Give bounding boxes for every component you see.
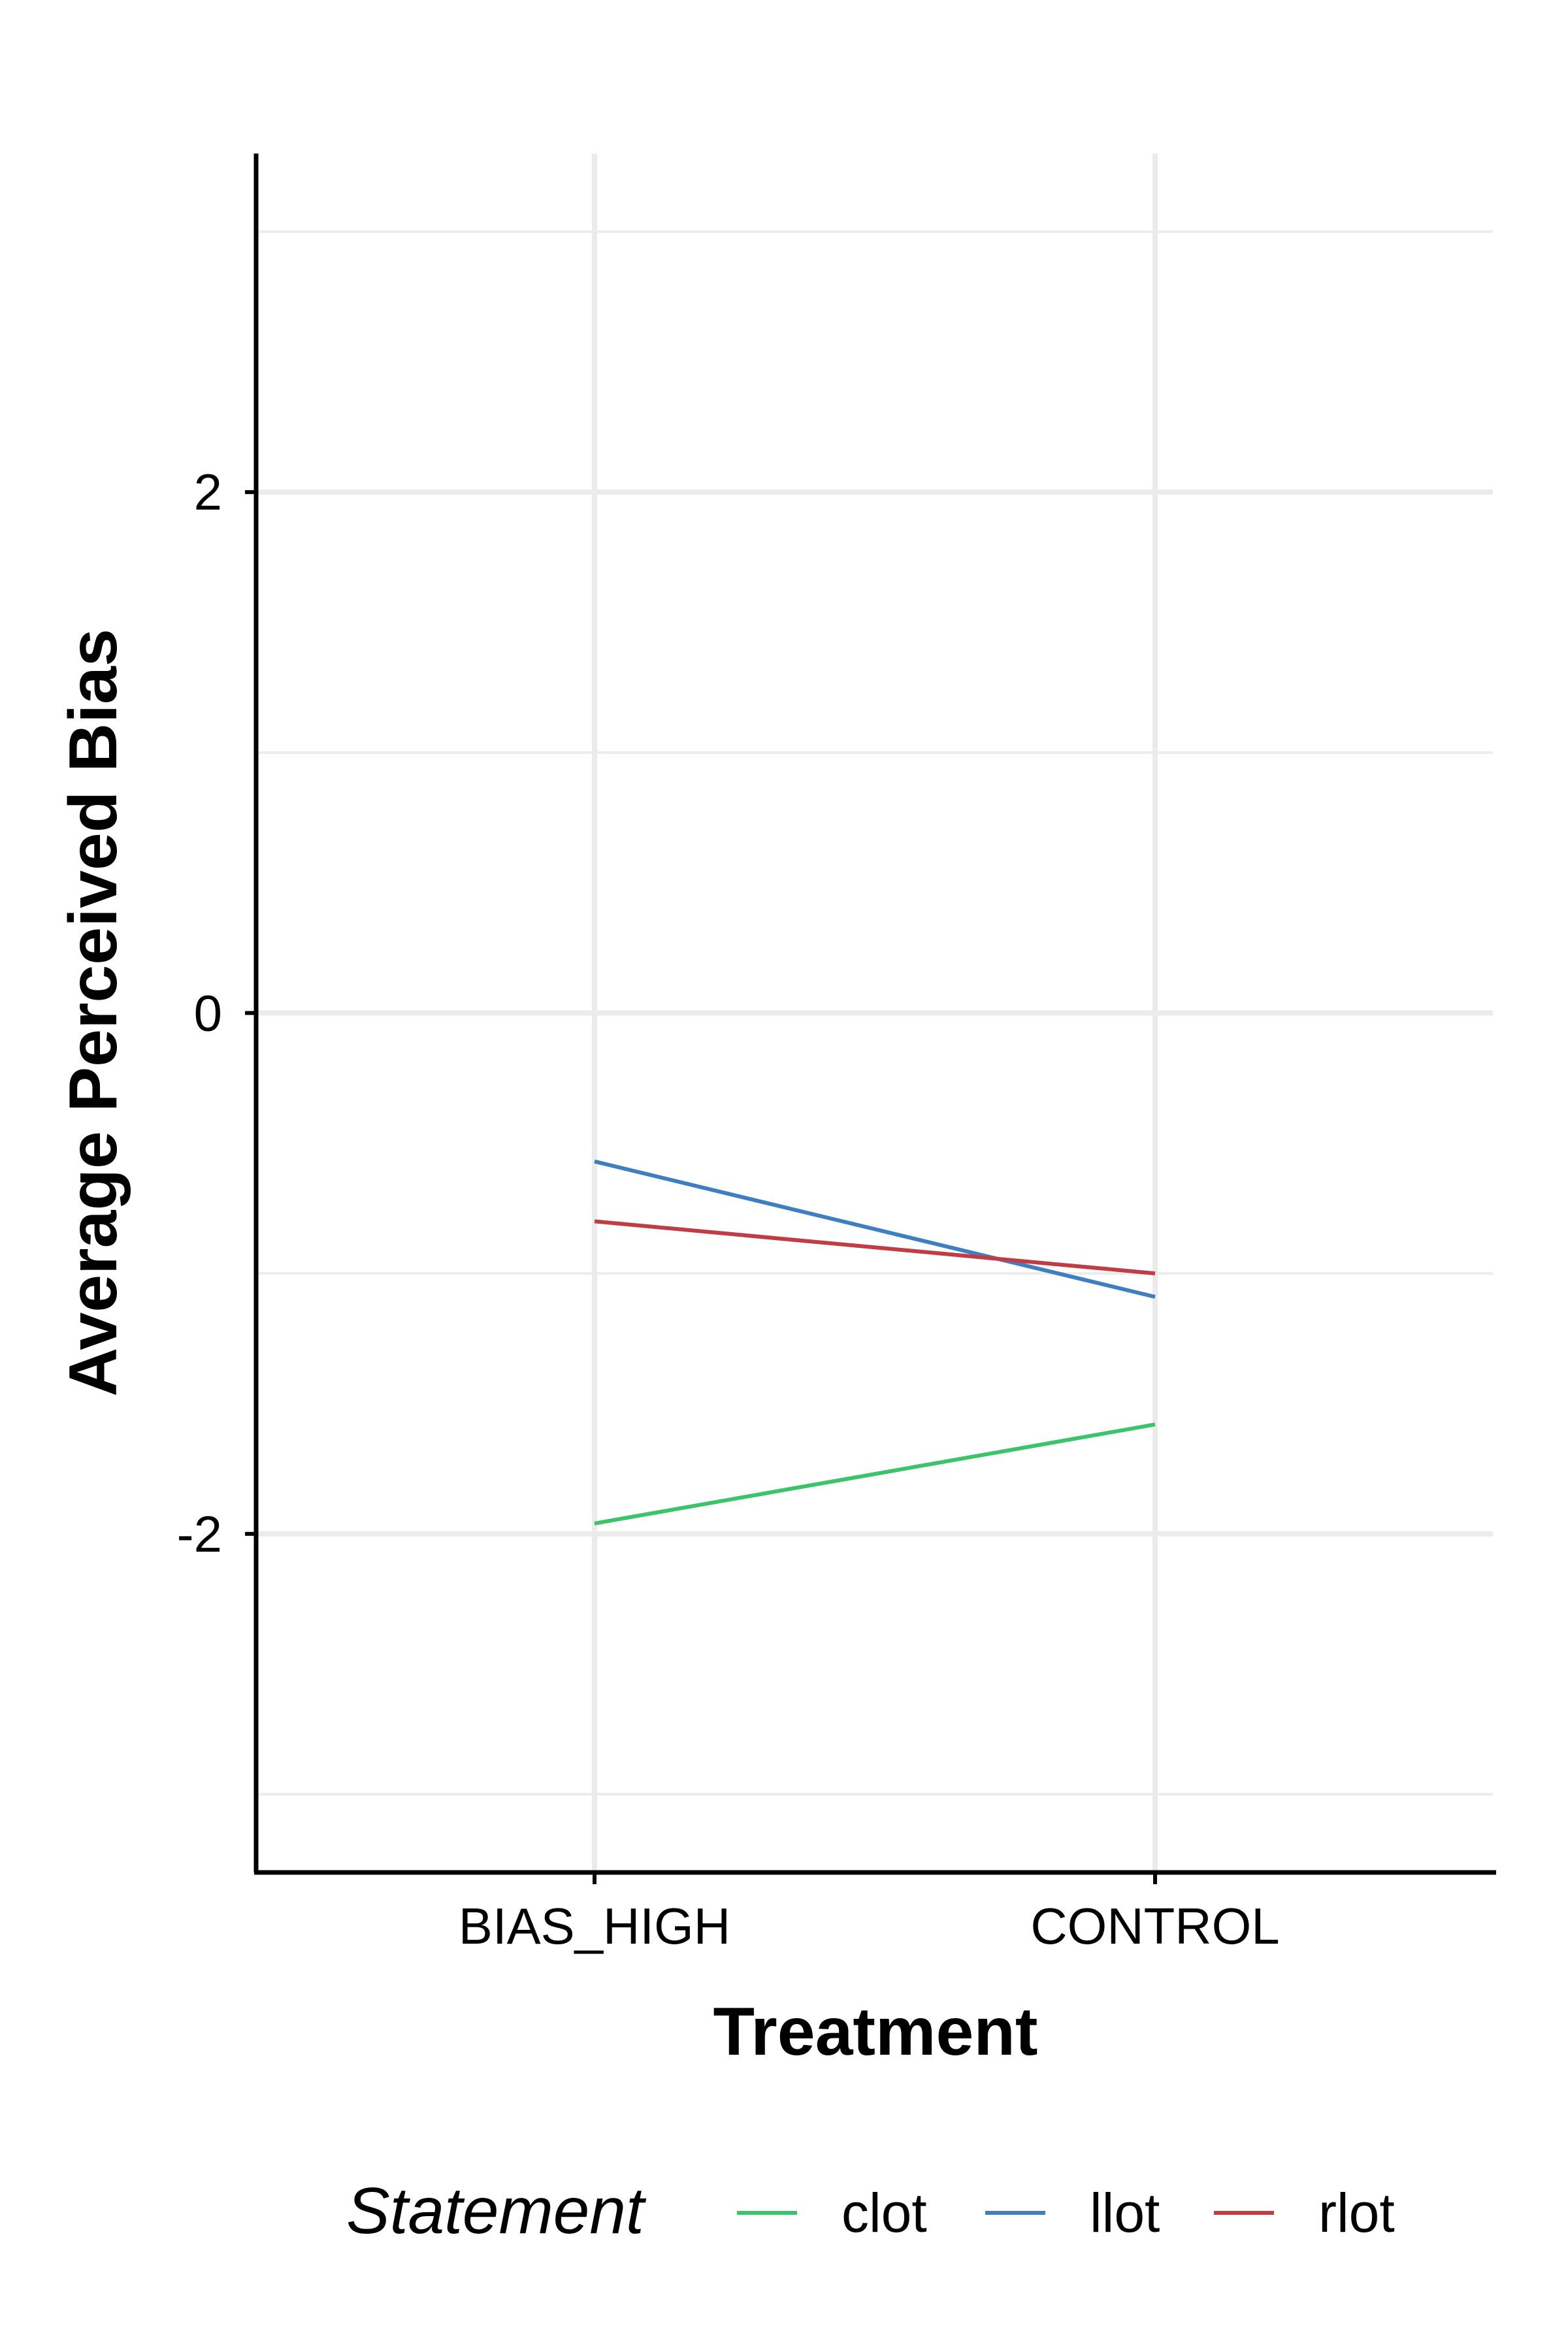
legend-label-clot: clot — [841, 2182, 927, 2244]
y-axis-title: Average Perceived Bias — [56, 629, 131, 1397]
series-line-llot — [594, 1159, 1156, 1299]
legend-label-llot: llot — [1090, 2182, 1160, 2244]
y-tick-label: -2 — [177, 1505, 222, 1563]
x-axis-title: Treatment — [713, 1994, 1037, 2070]
y-tick-label: 2 — [194, 463, 222, 521]
grid-minor — [256, 230, 1493, 1796]
series-line-clot — [594, 1422, 1156, 1526]
grid-major — [256, 154, 1493, 1872]
y-tick-label: 0 — [194, 985, 222, 1042]
x-ticks: BIAS_HIGH CONTROL — [459, 1872, 1280, 1955]
legend-title: Statement — [346, 2174, 647, 2247]
x-tick-label: CONTROL — [1030, 1897, 1279, 1955]
x-tick-label: BIAS_HIGH — [459, 1897, 730, 1955]
legend: Statement clot llot rlot — [346, 2174, 1395, 2247]
series-lines — [594, 1159, 1156, 1526]
y-ticks: -2 0 2 — [177, 463, 256, 1563]
legend-label-rlot: rlot — [1318, 2182, 1395, 2244]
series-line-rlot — [594, 1219, 1156, 1276]
